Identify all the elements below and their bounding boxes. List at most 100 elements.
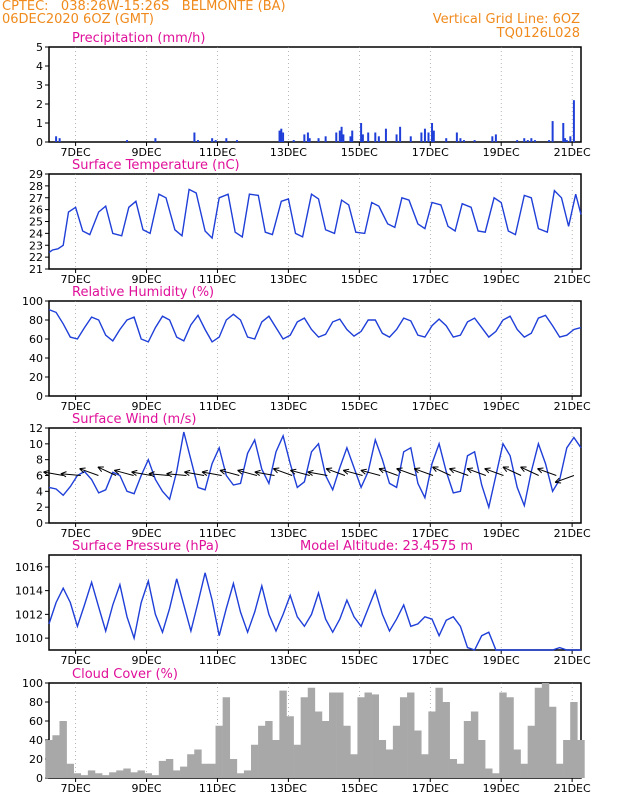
wind-arrow: [148, 473, 169, 476]
panel-1-bar: [491, 136, 494, 142]
wind-arrow-head: [307, 471, 313, 476]
panel-2-xtick-label: 13DEC: [270, 273, 307, 286]
panel-3-xtick-label: 19DEC: [483, 400, 520, 413]
panel-1-ytick-label: 2: [36, 98, 43, 111]
wind-arrow: [554, 475, 575, 483]
panel-6-ytick-label: 40: [29, 734, 43, 747]
wind-arrow: [219, 469, 240, 476]
panel-6-bar: [541, 683, 550, 778]
wind-arrow-head: [414, 467, 421, 470]
panel-6-bar: [144, 773, 153, 778]
panel-6-bar: [385, 749, 394, 778]
wind-arrow: [307, 471, 328, 476]
panel-1-bar: [280, 128, 283, 142]
panel-1-xtick-label: 15DEC: [341, 146, 378, 159]
panel-4-line: [48, 431, 582, 510]
panel-6-bar: [94, 773, 103, 778]
panel-2-ytick-label: 23: [29, 239, 43, 252]
panel-6-bar: [201, 763, 209, 778]
panel-1-ytick-label: 1: [36, 117, 43, 130]
panel-6-bar: [407, 692, 415, 778]
panel-3-xtick-label: 17DEC: [412, 400, 449, 413]
panel-3-ytick-label: 60: [29, 333, 43, 346]
panel-1-bar: [384, 128, 387, 142]
panel-1-bar: [562, 123, 565, 142]
panel-6-bar: [357, 697, 365, 778]
panel-6-xtick-label: 13DEC: [270, 782, 307, 795]
panel-3-ytick-label: 80: [29, 314, 43, 327]
panel-1-bar: [303, 134, 306, 142]
panel-6-bar: [137, 770, 145, 778]
panel-1-bar: [349, 136, 352, 142]
wind-arrow: [166, 473, 187, 476]
panel-4-xtick-label: 21DEC: [554, 527, 591, 540]
panel-2-xtick-label: 15DEC: [341, 273, 378, 286]
panel-6-bar: [321, 721, 330, 778]
panel-6-bar: [243, 770, 252, 778]
panel-6-bar: [258, 725, 266, 778]
wind-arrow-head: [449, 467, 456, 470]
panel-1-bar: [459, 138, 462, 142]
wind-arrow-head: [555, 481, 562, 484]
panel-6-bar: [165, 759, 174, 778]
wind-arrow: [114, 469, 134, 476]
wind-arrow-head: [484, 467, 491, 470]
panel-6-bar: [59, 721, 67, 778]
panel-4-xtick-label: 7DEC: [61, 527, 91, 540]
wind-arrow-head: [254, 469, 261, 473]
panel-1-bar: [455, 132, 458, 142]
panel-4-ytick-label: 8: [36, 454, 43, 467]
panel-5-xtick-label: 15DEC: [341, 654, 378, 667]
wind-arrow-head: [290, 469, 296, 475]
panel-6-ytick-label: 0: [36, 772, 43, 785]
header-location: CPTEC: 038:26W-15:26S BELMONTE (BA): [2, 0, 286, 14]
panel-4-xtick-label: 17DEC: [412, 527, 449, 540]
panel-1-bar: [351, 130, 354, 142]
panel-6-bar: [336, 692, 344, 778]
panel-1-xtick-label: 11DEC: [199, 146, 236, 159]
wind-arrow-head: [43, 471, 49, 476]
wind-arrow: [502, 466, 522, 476]
wind-arrow-head: [60, 473, 67, 478]
panel-1-xtick-label: 19DEC: [483, 146, 520, 159]
panel-6-ytick-label: 60: [29, 715, 43, 728]
panel-1-bar: [427, 132, 430, 142]
wind-arrow-head: [201, 469, 208, 473]
panel-6-bar: [66, 763, 74, 778]
panel-1-bar: [572, 100, 575, 142]
panel-6-bar: [392, 725, 401, 778]
panel-6-bar: [513, 749, 521, 778]
panel-1-ytick-label: 0: [36, 136, 43, 149]
panel-6-xtick-label: 17DEC: [412, 782, 449, 795]
wind-arrow-head: [273, 467, 280, 470]
wind-arrow-head: [396, 468, 402, 474]
panel-1-bar: [523, 138, 526, 142]
panel-1-bar: [367, 132, 370, 142]
wind-arrow-head: [201, 471, 208, 476]
panel-6-bar: [421, 754, 429, 778]
panel-6-bar: [73, 773, 82, 778]
panel-6-bar: [371, 694, 379, 778]
panel-1-bar: [225, 138, 228, 142]
wind-arrow-head: [60, 471, 67, 475]
panel-1-bar: [340, 126, 343, 142]
panel-5-ytick-label: 1014: [15, 585, 43, 598]
panel-6-bar: [449, 759, 458, 778]
panel-4-xtick-label: 15DEC: [341, 527, 378, 540]
wind-arrow-head: [396, 467, 403, 470]
panel-5-subtitle: Model Altitude: 23.4575 m: [300, 539, 473, 554]
wind-arrow-head: [537, 468, 543, 474]
wind-arrow: [343, 469, 363, 476]
panel-4-xtick-label: 9DEC: [131, 527, 161, 540]
panel-1-bar: [473, 140, 476, 142]
panel-1-bar: [516, 140, 519, 142]
panel-3-title: Relative Humidity (%): [72, 285, 214, 300]
wind-arrow-head: [43, 469, 50, 473]
panel-1-bar: [126, 140, 129, 142]
panel-6-bar: [477, 740, 486, 778]
panel-1-bar: [533, 140, 536, 142]
panel-6-bar: [442, 702, 450, 778]
panel-6-bar: [414, 730, 422, 778]
panel-6-title: Cloud Cover (%): [72, 667, 178, 682]
